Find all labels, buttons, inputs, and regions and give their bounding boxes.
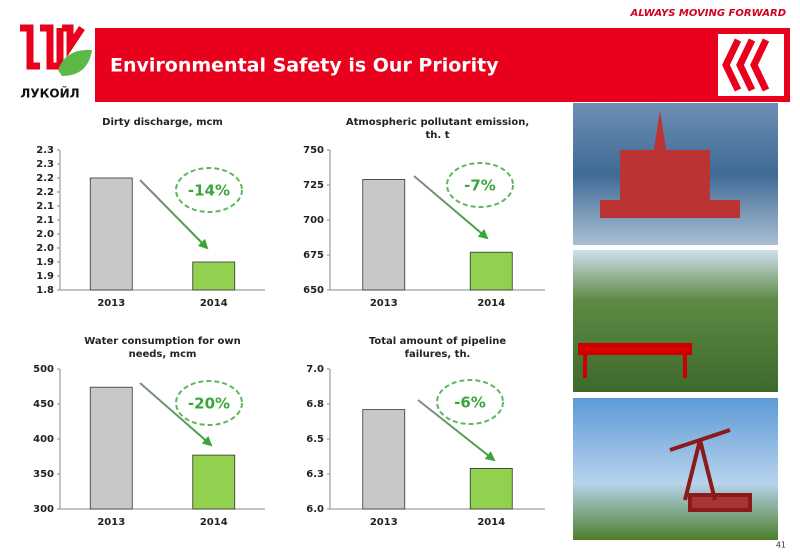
x-tick-label: 2013 [370, 298, 398, 309]
photo-platform-shape [600, 110, 740, 218]
x-tick-label: 2014 [200, 298, 228, 309]
y-tick-label: 6.0 [306, 504, 324, 515]
y-tick-label: 2.3 [36, 159, 54, 170]
photo-pump-shape [669, 428, 752, 512]
bar [89, 386, 133, 510]
annotation: -14% [188, 182, 230, 200]
y-tick-label: 7.0 [306, 364, 324, 375]
y-tick-label: 750 [303, 145, 324, 156]
y-tick-label: 2.0 [36, 243, 54, 254]
title-band [95, 28, 790, 102]
y-tick-label: 450 [33, 399, 54, 410]
trend-arrow [139, 382, 213, 447]
x-tick-label: 2014 [200, 517, 228, 528]
bar [362, 409, 406, 510]
y-tick-label: 1.9 [36, 257, 54, 268]
x-tick-label: 2013 [370, 517, 398, 528]
annotation-ellipse [175, 167, 243, 213]
bar [192, 454, 236, 510]
x-tick-label: 2014 [477, 517, 505, 528]
photo-pump [573, 398, 778, 540]
chart-title: Dirty discharge, mcm [102, 117, 223, 128]
annotation: -6% [454, 394, 486, 412]
y-tick-label: 725 [303, 180, 324, 191]
x-tick-label: 2013 [97, 298, 125, 309]
trend-arrow [139, 179, 209, 250]
y-tick-label: 300 [33, 504, 54, 515]
photo-station-shape [578, 343, 692, 378]
y-tick-label: 6.3 [306, 469, 324, 480]
slogan: ALWAYS MOVING FORWARD [630, 8, 787, 19]
logo-leaf [58, 49, 92, 76]
y-tick-label: 2.3 [36, 145, 54, 156]
y-tick-label: 2.1 [36, 201, 54, 212]
y-tick-label: 400 [33, 434, 54, 445]
chevrons [722, 38, 770, 92]
photo-station [573, 250, 778, 392]
slide-title: Environmental Safety is Our Priority [110, 55, 499, 77]
chart-title: Atmospheric pollutant emission, th. t [345, 117, 530, 141]
y-tick-label: 1.8 [36, 285, 54, 296]
logo-text: ЛУКОЙЛ [20, 86, 79, 101]
annotation-ellipse [175, 380, 243, 426]
y-tick-label: 6.5 [306, 434, 324, 445]
y-tick-label: 675 [303, 250, 324, 261]
y-tick-label: 2.1 [36, 215, 54, 226]
trend-arrow [413, 175, 489, 240]
y-tick-label: 6.8 [306, 399, 324, 410]
annotation-ellipse [446, 162, 514, 208]
y-tick-label: 650 [303, 285, 324, 296]
chart-title: Total amount of pipeline failures, th. [368, 336, 507, 360]
x-tick-label: 2014 [477, 298, 505, 309]
chart-title: Water consumption for own needs, mcm [84, 336, 241, 360]
y-tick-label: 2.0 [36, 229, 54, 240]
y-tick-label: 350 [33, 469, 54, 480]
logo-mark [20, 24, 85, 70]
annotation: -20% [188, 395, 230, 413]
page-number: 41 [776, 541, 786, 550]
y-tick-label: 2.2 [36, 173, 54, 184]
x-tick-label: 2013 [97, 517, 125, 528]
trend-arrow [417, 399, 496, 462]
bar [469, 251, 513, 291]
bar [192, 261, 236, 291]
bar [362, 178, 406, 291]
y-tick-label: 2.2 [36, 187, 54, 198]
y-tick-label: 700 [303, 215, 324, 226]
y-tick-label: 500 [33, 364, 54, 375]
annotation: -7% [464, 177, 496, 195]
bar [469, 467, 513, 510]
annotation-ellipse [436, 379, 504, 425]
bar [89, 177, 133, 291]
y-tick-label: 1.9 [36, 271, 54, 282]
